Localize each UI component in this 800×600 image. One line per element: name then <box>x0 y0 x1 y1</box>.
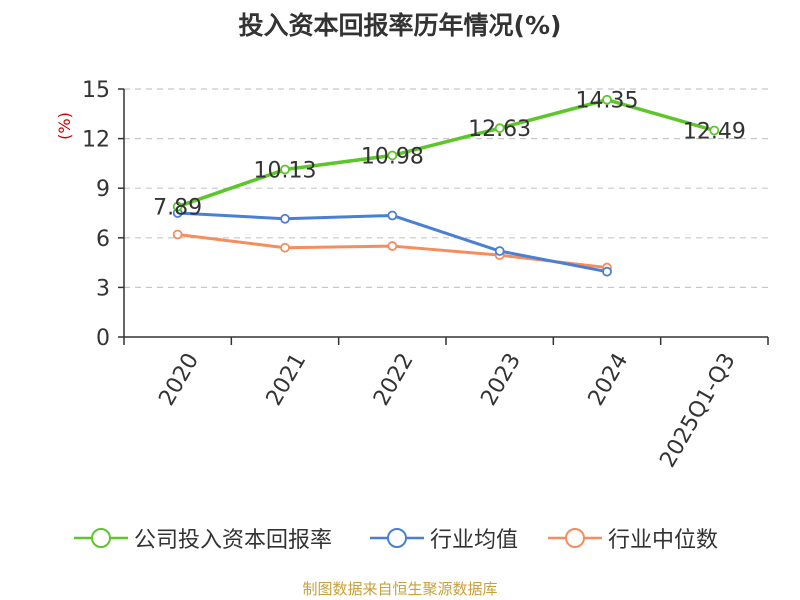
data-label: 14.35 <box>576 89 639 114</box>
legend: 公司投入资本回报率 行业均值 行业中位数 <box>0 518 800 558</box>
data-point <box>280 213 290 224</box>
data-point <box>280 164 290 175</box>
data-point <box>172 201 183 212</box>
legend-swatch-icon <box>370 528 424 548</box>
data-label: 10.98 <box>361 144 424 169</box>
data-label: 12.49 <box>683 119 746 144</box>
legend-swatch-icon <box>74 528 128 548</box>
data-point <box>280 242 290 253</box>
x-tick-label: 2024 <box>584 349 634 410</box>
data-label: 12.63 <box>468 117 531 142</box>
legend-item-industry-median[interactable]: 行业中位数 <box>548 518 718 558</box>
y-tick-label: 15 <box>82 78 110 103</box>
data-point <box>709 125 720 136</box>
y-tick-label: 9 <box>96 177 110 202</box>
axes: 0 3 6 9 12 15 2020 2021 2022 2023 2024 2025Q1-Q3 <box>82 78 769 472</box>
legend-swatch-icon <box>548 528 602 548</box>
data-point <box>387 210 398 221</box>
grid-lines <box>124 88 768 288</box>
data-point <box>172 229 183 240</box>
data-point <box>387 241 398 251</box>
y-tick-label: 6 <box>96 227 110 252</box>
x-tick-label: 2021 <box>262 349 312 410</box>
data-point <box>602 266 612 277</box>
source-note: 制图数据来自恒生聚源数据库 <box>302 580 498 598</box>
legend-label: 行业均值 <box>430 528 519 553</box>
data-point <box>602 94 612 105</box>
data-label: 10.13 <box>254 159 317 184</box>
y-tick-label: 3 <box>96 276 110 301</box>
y-axis-label: (%) <box>55 112 74 140</box>
data-labels: 7.89 10.13 10.98 12.63 14.35 12.49 <box>153 89 746 221</box>
y-tick-label: 0 <box>96 326 110 351</box>
chart-title: 投入资本回报率历年情况(%) <box>238 11 562 40</box>
data-point <box>387 150 398 161</box>
y-tick-label: 12 <box>82 128 110 153</box>
legend-label: 行业中位数 <box>608 528 719 553</box>
series-lines <box>172 94 720 277</box>
x-tick-label: 2022 <box>369 349 419 410</box>
data-point <box>494 246 505 256</box>
x-tick-label: 2025Q1-Q3 <box>655 349 740 472</box>
series-line <box>177 97 715 209</box>
legend-label: 公司投入资本回报率 <box>134 528 333 553</box>
data-point <box>494 123 505 134</box>
data-label: 7.89 <box>153 196 202 221</box>
legend-item-company[interactable]: 公司投入资本回报率 <box>74 518 332 558</box>
x-tick-label: 2023 <box>476 349 526 410</box>
series-line <box>177 233 608 270</box>
x-tick-label: 2020 <box>154 349 204 410</box>
legend-item-industry-mean[interactable]: 行业均值 <box>370 518 518 558</box>
